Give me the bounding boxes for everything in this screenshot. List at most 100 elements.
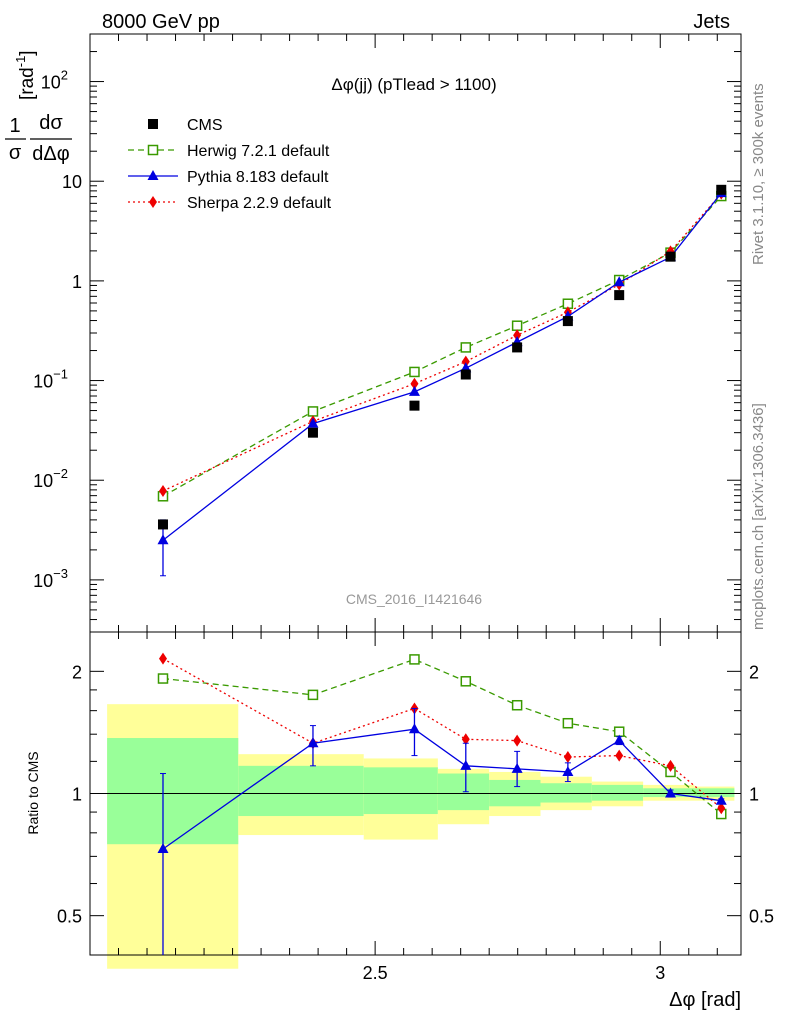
ratio-y-tick-label-left: 1 (72, 785, 82, 805)
data-point-sherpa (513, 329, 522, 342)
ratio-point-herwig (409, 654, 420, 665)
header-left: 8000 GeV pp (102, 11, 220, 33)
ratio-y-tick-label-right: 0.5 (749, 907, 774, 927)
ylabel-unit-exp: -1 (13, 56, 28, 68)
main-y-tick-base: 10 (62, 172, 82, 192)
series-line-sherpa (162, 193, 722, 492)
data-point-sherpa (461, 355, 470, 368)
ylabel-unit: [rad-1] (13, 50, 38, 100)
rivet-label: Rivet 3.1.10, ≥ 300k events (750, 83, 767, 265)
main-y-tick-label: 1 (72, 272, 82, 292)
uncertainty-band-green (107, 738, 239, 845)
data-point-cms (665, 251, 676, 262)
main-y-tick-base: 10 (33, 372, 53, 392)
ylabel-one: 1 (9, 115, 20, 137)
ratio-series-pythia (157, 707, 727, 955)
uncertainty-band-green (591, 784, 644, 801)
ylabel-unit-close: ] (17, 50, 38, 55)
ratio-point-sherpa (666, 759, 675, 772)
ratio-point-herwig (511, 699, 523, 711)
data-point-cms (716, 184, 727, 195)
ratio-point-pythia (157, 842, 169, 853)
legend-marker-cms (148, 119, 158, 129)
uncertainty-band-green (238, 765, 364, 817)
ratio-point-pythia (460, 759, 472, 770)
ratio-point-herwig (460, 676, 472, 687)
ratio-series-herwig (157, 654, 727, 820)
mcplots-label: mcplots.cern.ch [arXiv:1306.3436] (750, 403, 767, 630)
ratio-point-sherpa (563, 751, 572, 764)
main-y-tick-exp: −3 (53, 566, 68, 581)
series-cms (157, 184, 727, 530)
main-series-group (157, 184, 727, 577)
main-y-tick-base: 1 (72, 272, 82, 292)
legend-marker-sherpa (149, 196, 157, 208)
legend-label-cms: CMS (187, 117, 223, 134)
data-point-cms (512, 342, 523, 353)
data-point-sherpa (158, 484, 167, 497)
main-y-tick-label: 10−2 (33, 466, 68, 491)
ylabel-ddphi: dΔφ (32, 143, 69, 165)
data-point-cms (460, 369, 471, 380)
ratio-point-herwig (307, 689, 319, 701)
data-point-cms (614, 290, 625, 301)
data-point-pythia (157, 534, 169, 545)
ratio-point-sherpa (615, 749, 624, 762)
main-y-tick-base: 10 (33, 571, 53, 591)
ratio-point-pythia (665, 787, 677, 798)
main-y-tick-base: 10 (41, 73, 61, 93)
ylabel-dsigma: dσ (39, 112, 63, 134)
watermark: CMS_2016_I1421646 (346, 591, 482, 607)
main-y-tick-label: 10−1 (33, 367, 68, 392)
ratio-panel: 0.5 0.5 1 1 2 2 2.5 3 Ratio to CMS Δφ [rad] (25, 631, 774, 1011)
ratio-point-herwig (157, 673, 169, 684)
ylabel-unit-open: [rad (17, 67, 38, 100)
main-y-tick-exp: 2 (61, 68, 68, 83)
uncertainty-band-green (363, 767, 438, 815)
legend-label-herwig: Herwig 7.2.1 default (187, 143, 330, 160)
data-point-cms (562, 316, 573, 327)
data-point-cms (409, 400, 420, 411)
main-y-tick-base: 10 (33, 471, 53, 491)
legend-label-pythia: Pythia 8.183 default (187, 169, 329, 186)
ratio-point-pythia (562, 765, 574, 776)
ratio-point-pythia (613, 734, 625, 745)
ratio-y-tick-label-left: 0.5 (57, 907, 82, 927)
ratio-y-tick-label-right: 2 (749, 662, 759, 682)
main-y-tick-label: 102 (41, 68, 68, 93)
ratio-point-sherpa (717, 802, 726, 815)
data-point-herwig (307, 406, 319, 417)
legend-marker-herwig (147, 144, 159, 156)
ratio-y-label: Ratio to CMS (25, 751, 41, 834)
data-point-herwig (511, 320, 523, 331)
x-axis-label: Δφ [rad] (669, 989, 741, 1011)
ratio-series-group (157, 652, 727, 955)
ratio-point-pythia (408, 723, 420, 734)
header-right: Jets (693, 11, 730, 33)
main-y-tick-exp: −2 (53, 466, 68, 481)
main-y-tick-label: 10−3 (33, 566, 68, 591)
ratio-y-tick-label-left: 2 (72, 662, 82, 682)
ratio-point-sherpa (461, 733, 470, 746)
main-y-tick-label: 10 (62, 172, 82, 192)
data-point-sherpa (410, 377, 419, 390)
ratio-point-herwig (562, 717, 574, 729)
data-point-herwig (460, 342, 472, 353)
ratio-point-pythia (511, 762, 523, 773)
ratio-ticks: 0.5 0.5 1 1 2 2 2.5 3 (57, 632, 774, 983)
legend-label-sherpa: Sherpa 2.2.9 default (187, 195, 332, 212)
uncertainty-band-green (694, 788, 735, 798)
ratio-point-pythia (307, 737, 319, 748)
data-point-herwig (409, 366, 420, 378)
ratio-point-pythia (715, 794, 727, 805)
legend-marker-pythia (147, 170, 159, 180)
main-y-axis-label: 1 σ dσ dΔφ [rad-1] (5, 50, 72, 165)
legend: CMS Herwig 7.2.1 default Pythia 8.183 defa… (128, 117, 332, 212)
ratio-point-sherpa (513, 734, 522, 747)
x-tick-label: 2.5 (363, 963, 388, 983)
x-tick-label: 3 (655, 963, 665, 983)
main-title: Δφ(jj) (pTlead > 1100) (331, 75, 496, 94)
